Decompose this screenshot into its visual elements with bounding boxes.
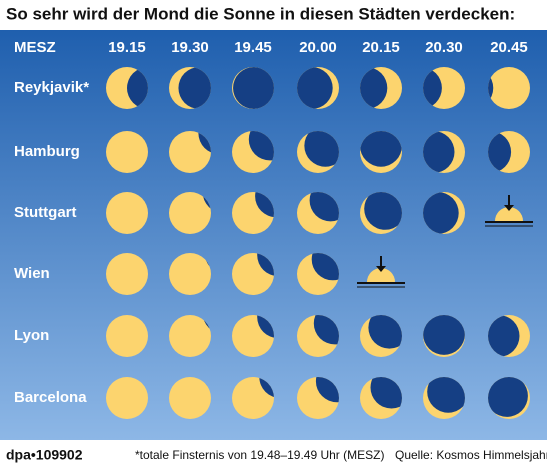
eclipse (488, 131, 530, 173)
eclipse (232, 67, 274, 109)
eclipse (297, 253, 339, 295)
eclipse (106, 253, 148, 295)
sun (169, 315, 211, 357)
moon (370, 377, 402, 409)
moon (259, 377, 274, 398)
eclipse (106, 315, 148, 357)
sun-half (367, 268, 395, 282)
source: Quelle: Kosmos Himmelsjahr (395, 448, 547, 462)
eclipse (423, 131, 465, 173)
time-label: 20.30 (425, 39, 463, 56)
eclipse (360, 192, 402, 234)
eclipse (488, 377, 530, 419)
sun (106, 315, 148, 357)
moon (198, 131, 211, 155)
eclipse (423, 315, 465, 357)
moon (127, 67, 148, 109)
eclipse (169, 253, 211, 295)
time-label: 19.30 (171, 39, 209, 56)
eclipse (169, 377, 211, 419)
sun (169, 253, 211, 295)
moon (423, 192, 459, 234)
eclipse (297, 192, 339, 234)
eclipse (232, 315, 274, 357)
moon (423, 131, 455, 173)
time-label: 20.45 (490, 39, 528, 56)
header-label: MESZ (14, 39, 56, 56)
title: So sehr wird der Mond die Sonne in diese… (6, 4, 515, 23)
grid: 19.15 19.30 19.45 20.00 20.15 20.30 20.45 Reykj… (14, 39, 533, 419)
sun (106, 192, 148, 234)
sun (169, 377, 211, 419)
moon (257, 315, 274, 339)
eclipse (232, 377, 274, 419)
moon (360, 67, 388, 109)
moon (248, 131, 274, 161)
moon (360, 131, 402, 167)
moon (488, 315, 520, 357)
eclipse (360, 131, 402, 173)
eclipse (423, 67, 465, 109)
sun (106, 131, 148, 173)
city-label: Barcelona (14, 389, 87, 406)
moon (488, 131, 512, 173)
moon (423, 67, 442, 109)
sunset-icon (357, 256, 405, 288)
moon (309, 192, 339, 222)
arrow-head (504, 205, 514, 211)
moon (233, 67, 274, 109)
footnote: *totale Finsternis von 19.48–19.49 Uhr (… (135, 448, 384, 462)
moon (255, 192, 274, 218)
moon (313, 315, 339, 345)
arrow-head (376, 266, 386, 272)
sun (169, 192, 211, 234)
sunset-icon (485, 195, 533, 227)
time-label: 20.15 (362, 39, 400, 56)
eclipse (488, 315, 530, 357)
eclipse (360, 67, 402, 109)
eclipse (169, 131, 211, 173)
eclipse (106, 377, 148, 419)
moon (488, 377, 528, 417)
agency: dpa•109902 (6, 447, 83, 463)
eclipse (169, 315, 211, 357)
sun (488, 67, 530, 109)
sun-half (495, 207, 523, 221)
time-label: 19.45 (234, 39, 272, 56)
city-label: Lyon (14, 327, 49, 344)
eclipse (423, 192, 465, 234)
time-label: 20.00 (299, 39, 337, 56)
eclipse (232, 131, 274, 173)
moon (423, 315, 465, 355)
sun (106, 253, 148, 295)
eclipse (106, 67, 148, 109)
eclipse (232, 253, 274, 295)
moon (257, 253, 274, 277)
time-label: 19.15 (108, 39, 146, 56)
eclipse (297, 315, 339, 357)
moon (311, 253, 339, 281)
eclipse (106, 192, 148, 234)
eclipse (297, 67, 339, 109)
eclipse (106, 131, 148, 173)
moon (364, 192, 402, 230)
city-label: Stuttgart (14, 204, 77, 221)
eclipse (232, 192, 274, 234)
city-label: Hamburg (14, 143, 80, 160)
city-label: Reykjavik* (14, 79, 89, 96)
eclipse (169, 192, 211, 234)
moon (297, 67, 333, 109)
eclipse (360, 377, 402, 419)
city-label: Wien (14, 265, 50, 282)
sun (106, 377, 148, 419)
eclipse (488, 67, 530, 109)
